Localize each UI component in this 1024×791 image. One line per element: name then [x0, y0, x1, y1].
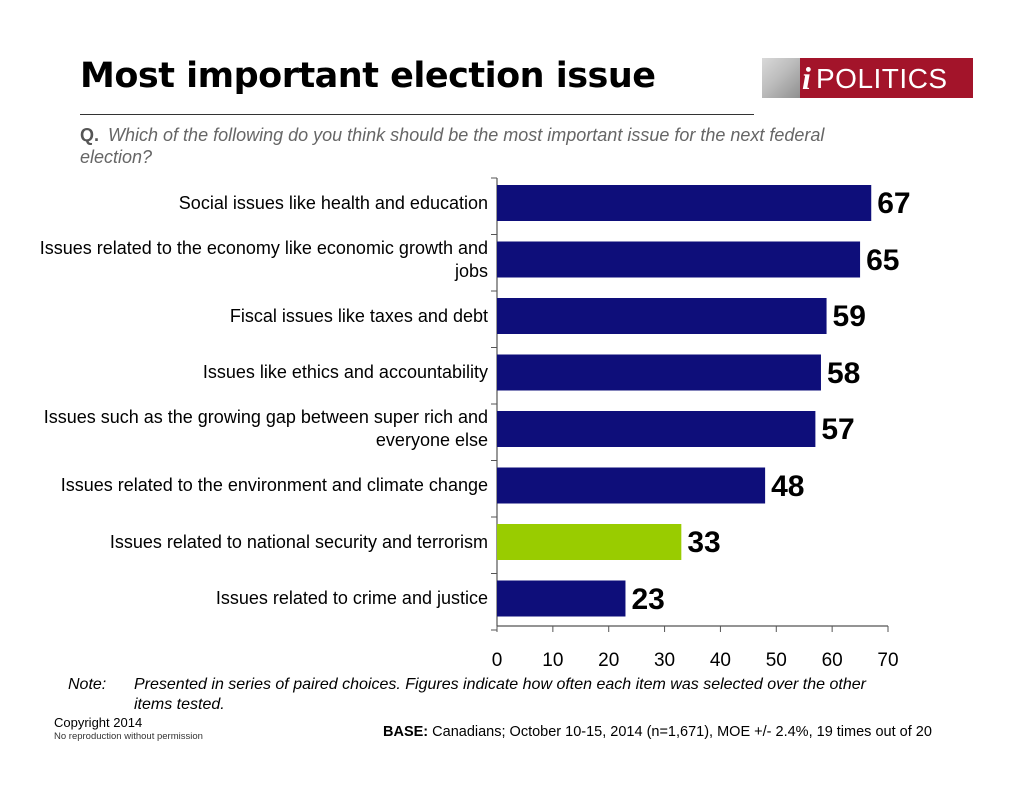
- data-label: 58: [826, 356, 861, 390]
- data-label: 65: [866, 243, 900, 277]
- x-tick-label: 60: [821, 650, 843, 671]
- x-tick-label: 50: [765, 650, 787, 671]
- note-text: Presented in series of paired choices. F…: [134, 676, 866, 713]
- question-text: Which of the following do you think shou…: [80, 125, 825, 167]
- data-label: 23: [631, 582, 665, 616]
- bar: [497, 580, 626, 617]
- data-label: 33: [687, 526, 721, 559]
- data-label: 67: [877, 187, 911, 220]
- no-reproduction-notice: No reproduction without permission: [54, 731, 203, 742]
- x-tick-label: 40: [709, 650, 731, 671]
- bar: [497, 524, 682, 560]
- x-tick-label: 70: [877, 650, 899, 671]
- logo-mark: i: [802, 60, 811, 96]
- title-divider: [80, 114, 754, 115]
- ipolitics-logo: i POLITICS: [762, 58, 973, 98]
- bar: [497, 354, 821, 391]
- logo-artwork: [762, 58, 800, 98]
- category-label: Issues related to the economy like econo…: [39, 237, 488, 281]
- question-prefix: Q.: [80, 125, 100, 145]
- base-text: Canadians; October 10-15, 2014 (n=1,671)…: [432, 724, 932, 740]
- bar: [497, 185, 872, 221]
- data-label: 57: [821, 413, 855, 446]
- category-label: Issues related to the environment and cl…: [60, 475, 488, 495]
- category-label: Fiscal issues like taxes and debt: [229, 305, 488, 326]
- note-label: Note:: [68, 676, 107, 693]
- category-label: Social issues like health and education: [178, 192, 488, 213]
- category-label: Issues like ethics and accountability: [202, 362, 488, 382]
- x-tick-label: 30: [653, 650, 676, 671]
- data-label: 59: [832, 300, 866, 333]
- base-note: BASE: Canadians; October 10-15, 2014 (n=…: [383, 724, 932, 740]
- category-label: Issues related to crime and justice: [215, 588, 488, 608]
- logo-text: POLITICS: [816, 63, 948, 94]
- copyright: Copyright 2014: [54, 715, 143, 730]
- x-tick-label: 10: [542, 650, 564, 671]
- category-label: Issues related to national security and …: [109, 531, 488, 552]
- page-title: Most important election issue: [80, 56, 656, 96]
- category-label: Issues such as the growing gap between s…: [43, 407, 488, 450]
- bar: [497, 467, 766, 504]
- survey-question: Q. Which of the following do you think s…: [80, 124, 900, 168]
- x-tick-label: 0: [491, 650, 503, 671]
- bar: [497, 241, 861, 278]
- bar: [497, 411, 816, 447]
- x-tick-label: 20: [598, 650, 620, 671]
- bar: [497, 298, 827, 334]
- base-label: BASE:: [383, 724, 429, 740]
- data-label: 48: [771, 469, 805, 503]
